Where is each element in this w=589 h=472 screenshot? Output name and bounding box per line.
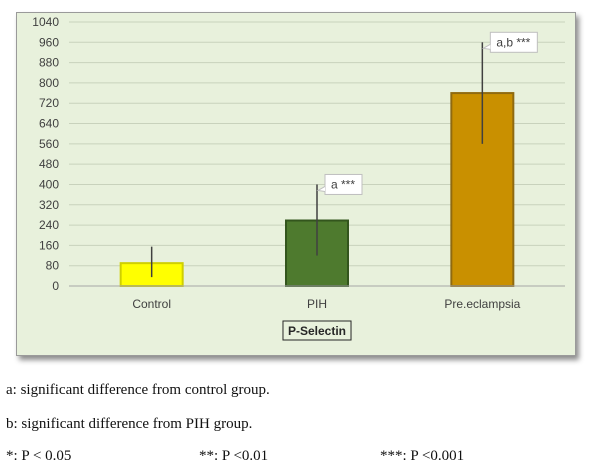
footnote-b: b: significant difference from PIH group… — [6, 416, 253, 432]
annotation-text: a,b *** — [496, 35, 530, 49]
category-label: Pre.eclampsia — [444, 297, 520, 311]
y-tick-label: 0 — [52, 279, 59, 293]
y-tick-label: 480 — [39, 157, 59, 171]
category-label: Control — [132, 297, 171, 311]
y-tick-label: 560 — [39, 137, 59, 151]
annotation-text: a *** — [331, 177, 355, 191]
footnote-sig-001: **: P <0.01 — [199, 448, 269, 464]
footnote-sig-005: *: P < 0.05 — [6, 448, 72, 464]
annotation-pointer — [481, 43, 491, 50]
x-axis-title-frame — [282, 320, 352, 341]
annotation-box — [324, 173, 363, 195]
chart-panel: 0 80 160 240 320 400 480 560 640 720 800 880 960 1040… — [16, 12, 576, 356]
annotation-callout: a *** — [316, 173, 363, 195]
bar-chart: 0 80 160 240 320 400 480 560 640 720 800 880 960 1040… — [32, 15, 565, 341]
y-tick-label: 400 — [39, 177, 59, 191]
footnote-sig-0001: ***: P <0.001 — [380, 448, 465, 464]
category-label: PIH — [307, 297, 327, 311]
y-tick-label: 880 — [39, 56, 59, 70]
y-tick-label: 240 — [39, 218, 59, 232]
footnote-a: a: significant difference from control g… — [6, 382, 270, 398]
annotation-callout: a,b *** — [481, 31, 538, 53]
significance-annotations: a *** a,b *** — [316, 31, 538, 195]
y-tick-label: 80 — [46, 259, 60, 273]
y-tick-label: 320 — [39, 198, 59, 212]
x-axis-title: P-Selectin — [288, 324, 346, 338]
annotation-box — [489, 31, 538, 53]
annotation-pointer — [316, 186, 326, 192]
y-tick-label: 1040 — [32, 15, 59, 29]
y-tick-label: 160 — [39, 238, 59, 252]
y-tick-label: 640 — [39, 117, 59, 131]
y-tick-label: 800 — [39, 76, 59, 90]
y-tick-label: 960 — [39, 35, 59, 49]
x-axis-categories: Control PIH Pre.eclampsia — [132, 297, 520, 311]
error-bars — [150, 42, 484, 278]
y-axis-ticks: 0 80 160 240 320 400 480 560 640 720 800 880 960 1040 — [32, 15, 59, 293]
y-tick-label: 720 — [39, 96, 59, 110]
x-axis-title-box: P-Selectin — [282, 320, 352, 341]
